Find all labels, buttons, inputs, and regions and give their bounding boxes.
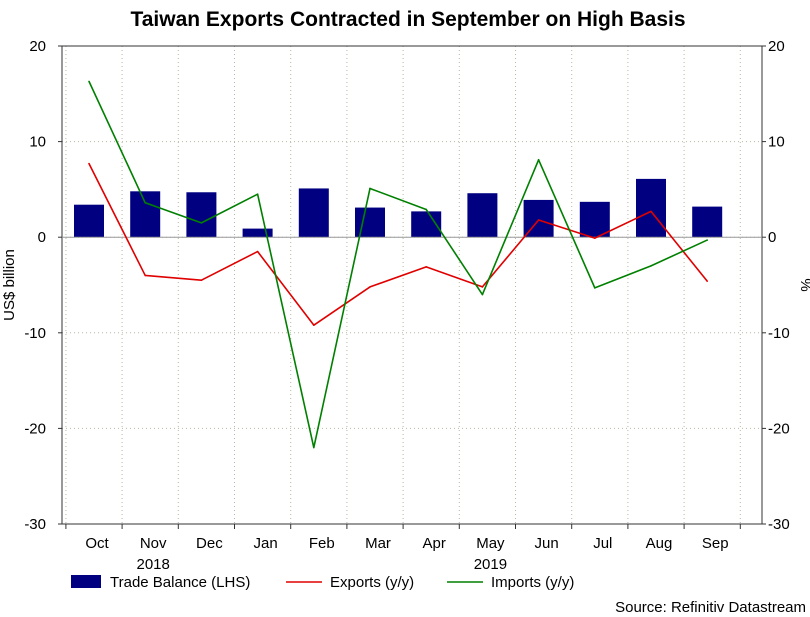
point-exports-nov <box>144 274 146 277</box>
bar-feb <box>298 188 329 238</box>
bar-jul <box>579 201 610 238</box>
bar-may <box>467 193 498 238</box>
left-tick-label-2: 0 <box>38 229 46 246</box>
point-imports-apr <box>425 208 428 211</box>
point-imports-feb <box>313 446 315 449</box>
point-exports-sep <box>706 280 708 282</box>
right-tick-label-0: 20 <box>768 38 785 55</box>
right-tick-label-1: 10 <box>768 134 785 151</box>
grid <box>62 46 762 524</box>
right-tick-label-3: -10 <box>768 325 790 342</box>
legend-label-trade-balance: Trade Balance (LHS) <box>110 574 250 591</box>
point-imports-jun <box>537 158 540 161</box>
right-tick-label-4: -20 <box>768 420 790 437</box>
point-exports-dec <box>200 279 203 282</box>
bar-oct <box>74 204 104 238</box>
series-lines <box>88 80 708 449</box>
bar-dec <box>186 192 217 238</box>
point-imports-may <box>481 293 484 296</box>
right-axis-label: % <box>797 278 810 291</box>
legend-swatch-trade-balance <box>71 575 101 588</box>
point-imports-sep <box>706 239 708 241</box>
x-tick-label-apr: Apr <box>423 535 446 552</box>
left-axis: 20 10 0 -10 -20 -30 <box>24 38 62 533</box>
point-imports-aug <box>650 265 652 267</box>
point-imports-oct <box>88 80 90 83</box>
chart-title: Taiwan Exports Contracted in September o… <box>130 8 685 31</box>
source-note: Source: Refinitiv Datastream <box>615 599 806 616</box>
bar-nov <box>130 191 161 238</box>
plot-frame <box>61 45 763 525</box>
left-tick-label-4: -20 <box>24 420 46 437</box>
legend-label-exports: Exports (y/y) <box>330 574 414 591</box>
point-exports-jan <box>256 250 259 253</box>
line-exports <box>88 163 708 326</box>
line-imports <box>88 81 708 449</box>
x-tick-label-nov: Nov <box>140 535 167 552</box>
point-imports-jul <box>594 287 596 289</box>
bar-jan <box>242 228 273 238</box>
bars-trade-balance <box>74 178 723 238</box>
point-exports-mar <box>369 286 371 288</box>
left-tick-label-3: -10 <box>24 325 46 342</box>
x-tick-label-may: May <box>476 535 505 552</box>
point-imports-mar <box>369 187 371 190</box>
point-imports-jan <box>256 193 259 195</box>
year-label-2019: 2019 <box>474 556 507 573</box>
x-tick-label-oct: Oct <box>85 535 109 552</box>
right-axis: 20 10 0 -10 -20 -30 <box>762 38 790 533</box>
left-axis-label: US$ billion <box>1 249 18 321</box>
left-tick-label-5: -30 <box>24 516 46 533</box>
point-exports-jul <box>594 237 596 239</box>
point-imports-nov <box>144 201 146 204</box>
left-tick-label-1: 10 <box>29 134 46 151</box>
x-tick-label-sep: Sep <box>702 535 729 552</box>
left-tick-label-0: 20 <box>29 38 46 55</box>
x-tick-label-mar: Mar <box>365 535 391 552</box>
point-exports-feb <box>313 324 315 326</box>
year-label-2018: 2018 <box>137 556 170 573</box>
x-axis: Oct Nov Dec Jan Feb Mar Apr May Jun Jul Aug Sep 2018… <box>65 524 741 573</box>
point-exports-aug <box>650 210 652 213</box>
x-tick-label-jun: Jun <box>535 535 559 552</box>
legend: Trade Balance (LHS) Exports (y/y) Import… <box>71 574 574 591</box>
bar-aug <box>636 178 666 238</box>
bar-sep <box>692 206 723 238</box>
bar-mar <box>355 207 385 238</box>
legend-label-imports: Imports (y/y) <box>491 574 574 591</box>
point-imports-dec <box>200 222 203 224</box>
x-tick-label-dec: Dec <box>196 535 223 552</box>
x-tick-label-feb: Feb <box>309 535 335 552</box>
x-tick-label-jul: Jul <box>593 535 612 552</box>
right-tick-label-2: 0 <box>768 229 776 246</box>
point-exports-may <box>481 286 484 288</box>
right-tick-label-5: -30 <box>768 516 790 533</box>
point-exports-apr <box>425 266 428 268</box>
x-tick-label-aug: Aug <box>646 535 673 552</box>
x-tick-label-jan: Jan <box>254 535 278 552</box>
point-exports-oct <box>88 162 90 165</box>
point-exports-jun <box>537 219 540 221</box>
